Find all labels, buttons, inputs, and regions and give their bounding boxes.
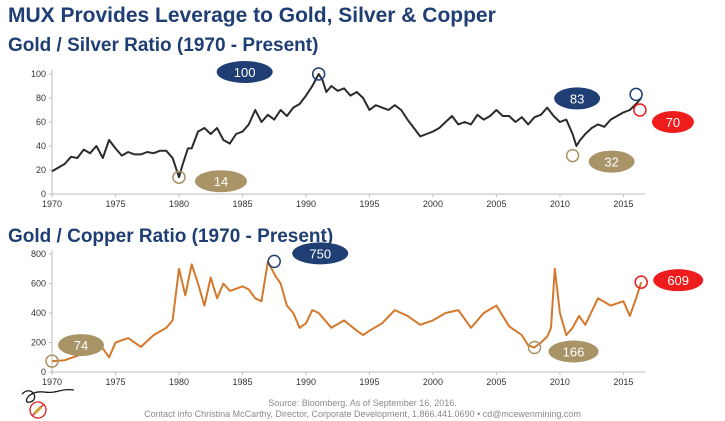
copper-y-tick-label: 400 [31,308,46,318]
silver-marker-circle [565,148,580,163]
copper-x-tick-label: 2005 [486,377,506,387]
copper-x-tick-label: 1995 [359,377,379,387]
silver-x-tick-label: 1990 [296,199,316,209]
silver-callout-bubble [588,150,635,173]
silver-x-tick-label: 2015 [613,199,633,209]
silver-y-tick-label: 20 [36,165,46,175]
silver-x-tick-label: 1970 [42,199,62,209]
copper-callout-label: 166 [563,345,585,360]
silver-x-tick-label: 1975 [105,199,125,209]
silver-y-tick-label: 100 [31,69,46,79]
silver-y-tick-label: 60 [36,117,46,127]
copper-callout-label: 609 [667,273,689,288]
silver-marker-circle [629,87,643,102]
copper-callout-bubble [58,334,104,357]
copper-callout-label: 750 [309,246,331,261]
chart2-title: Gold / Copper Ratio (1970 - Present) [8,226,334,247]
copper-y-tick-label: 0 [41,367,46,377]
copper-x-tick-label: 1980 [169,377,189,387]
copper-callout-bubble [292,242,349,265]
silver-marker-circle [172,170,186,184]
silver-x-tick-label: 2000 [423,199,443,209]
copper-y-tick-label: 600 [31,279,46,289]
silver-x-tick-label: 2005 [486,199,506,209]
copper-x-tick-label: 1990 [296,377,316,387]
copper-x-tick-label: 2010 [550,377,570,387]
copper-ratio-line [51,260,643,363]
signature-logo [21,388,75,419]
chart1-title: Gold / Silver Ratio (1970 - Present) [8,35,319,56]
copper-y-tick-label: 200 [31,338,46,348]
footer-contact: Contact info Christina McCarthy, Directo… [144,409,581,419]
silver-callout-bubble [554,87,601,110]
silver-callout-label: 83 [570,91,584,106]
silver-y-tick-label: 40 [36,141,46,151]
silver-callout-label: 100 [234,65,256,80]
copper-marker-circle [267,254,281,269]
silver-x-tick-label: 1980 [169,199,189,209]
copper-callout-bubble [548,340,599,363]
copper-x-tick-label: 1975 [105,377,125,387]
silver-x-tick-label: 2010 [550,199,570,209]
copper-x-tick-label: 1985 [232,377,252,387]
silver-ratio-line [51,73,642,179]
copper-marker-circle [634,275,648,289]
copper-callout-bubble [653,269,704,292]
copper-callout-label: 74 [74,338,88,353]
copper-x-tick-label: 1970 [42,377,62,387]
copper-marker-circle [527,340,542,355]
copper-marker-circle [45,354,59,368]
copper-y-tick-label: 800 [31,249,46,259]
silver-marker-circle [633,103,647,117]
copper-x-tick-label: 2000 [423,377,443,387]
silver-callout-label: 70 [666,115,680,130]
silver-callout-bubble [194,170,247,193]
footer-source: Source: Bloomberg. As of September 16, 2… [268,398,457,408]
silver-callout-label: 14 [214,174,228,189]
copper-x-tick-label: 2015 [613,377,633,387]
silver-y-tick-label: 0 [41,189,46,199]
silver-x-tick-label: 1985 [232,199,252,209]
silver-callout-bubble [216,61,273,83]
silver-y-tick-label: 80 [36,93,46,103]
silver-x-tick-label: 1995 [359,199,379,209]
silver-callout-label: 32 [604,155,618,170]
silver-callout-bubble [651,111,694,133]
silver-marker-circle [311,67,326,81]
page-title: MUX Provides Leverage to Gold, Silver & … [8,4,496,27]
